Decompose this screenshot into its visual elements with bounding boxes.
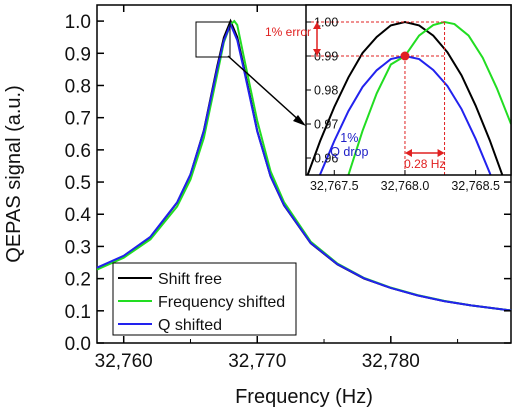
inset-y-tick-label: 0.99 <box>314 50 338 64</box>
inset-curves <box>306 20 511 175</box>
annotation-q-percent: 1% <box>340 131 358 145</box>
zoom-arrow-head <box>293 115 306 126</box>
inset-series-line-shift-free <box>306 20 504 175</box>
error-arrow-head-down <box>313 49 321 56</box>
main-axes: 32,760 32,770 32,780 0.0 0.1 0.2 0.3 0.4 0.5 0.6 0… <box>65 5 511 372</box>
y-tick-label: 0.1 <box>65 302 91 323</box>
inset-y-tick-label: 0.97 <box>314 118 338 132</box>
y-tick-label: 1.0 <box>65 12 91 33</box>
inset-series-line-frequency-shifted <box>347 20 511 175</box>
y-axis-title: QEPAS signal (a.u.) <box>3 85 25 262</box>
inset-guides <box>306 21 446 175</box>
y-tick-label: 0.9 <box>65 44 91 65</box>
legend-label-q-shifted: Q shifted <box>158 317 222 334</box>
inset-annotations: 1% error 0.28 Hz 1%Q drop <box>265 22 445 171</box>
intersection-marker <box>400 51 410 61</box>
legend: Shift free Frequency shifted Q shifted <box>112 262 297 336</box>
y-tick-label: 0.4 <box>65 205 92 226</box>
y-tick-label: 0.2 <box>65 270 91 291</box>
inset-x-tick-label: 32,768.5 <box>451 179 500 193</box>
inset-series-line-q-shifted <box>318 54 492 175</box>
inset-x-tick-label: 32,768.0 <box>381 179 430 193</box>
y-tick-label: 0.3 <box>65 237 91 258</box>
shift-arrow-head-right <box>437 149 445 157</box>
legend-label-frequency-shifted: Frequency shifted <box>158 294 285 311</box>
annotation-shift-label: 0.28 Hz <box>404 157 445 171</box>
inset-y-tick-label: 1.00 <box>314 16 338 30</box>
shift-arrow-head-left <box>404 149 412 157</box>
y-tick-label: 0.7 <box>65 109 91 130</box>
x-tick-label: 32,770 <box>228 351 286 372</box>
legend-label-shift-free: Shift free <box>158 271 222 288</box>
zoom-region-box <box>195 21 231 58</box>
zoom-arrow-line <box>227 55 302 123</box>
y-tick-label: 0.6 <box>65 141 91 162</box>
inset-background <box>306 5 511 175</box>
error-arrow-head-up <box>313 22 321 29</box>
inset-y-tick-label: 0.96 <box>314 152 338 166</box>
y-tick-label: 0.5 <box>65 173 91 194</box>
main-curves <box>96 18 512 312</box>
inset-x-tick-label: 32,767.5 <box>310 179 359 193</box>
x-tick-label: 32,780 <box>362 351 420 372</box>
inset-axes: 32,767.5 32,768.0 32,768.5 0.96 0.97 0.98 0.99… <box>306 16 500 193</box>
y-tick-label: 0.8 <box>65 76 91 97</box>
series-line-q-shifted <box>96 21 512 312</box>
inset-y-tick-label: 0.98 <box>314 84 338 98</box>
x-axis-title: Frequency (Hz) <box>235 386 373 408</box>
inset-chart: 32,767.5 32,768.0 32,768.5 0.96 0.97 0.98 0.99… <box>265 4 512 193</box>
annotation-q-drop: Q drop <box>330 145 368 159</box>
x-tick-label: 32,760 <box>95 351 153 372</box>
annotation-error-label: 1% error <box>265 25 311 39</box>
y-tick-label: 0.0 <box>65 334 91 355</box>
